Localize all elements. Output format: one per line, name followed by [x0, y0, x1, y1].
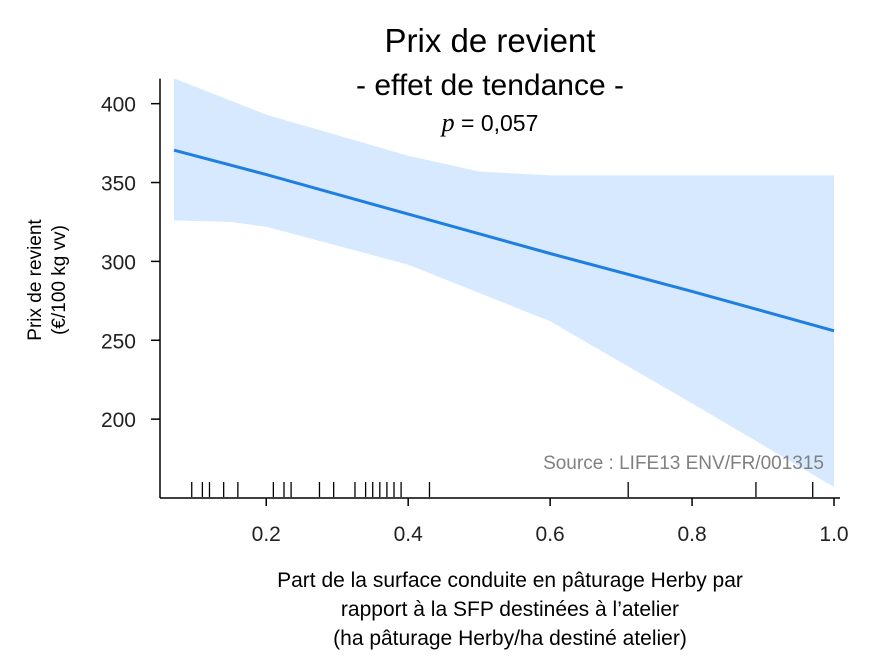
y-tick-label: 250 — [101, 330, 136, 353]
source-annotation: Source : LIFE13 ENV/FR/001315 — [543, 453, 824, 474]
rug-marks — [191, 482, 814, 497]
x-tick-label: 0.6 — [536, 523, 565, 546]
x-tick-label: 1.0 — [819, 523, 848, 546]
x-axis-label-line-1: Part de la surface conduite en pâturage … — [277, 569, 743, 592]
y-tick-label: 200 — [101, 409, 136, 432]
x-tick-label: 0.4 — [394, 523, 424, 546]
p-value-text: = 0,057 — [454, 110, 539, 136]
y-axis-ticks: 200 250 300 350 400 — [101, 94, 160, 432]
x-axis-label: Part de la surface conduite en pâturage … — [200, 566, 820, 653]
x-axis-label-line-2: rapport à la SFP destinées à l’atelier — [340, 598, 680, 621]
chart-subtitle: - effet de tendance - — [356, 69, 624, 102]
x-tick-label: 0.8 — [677, 523, 706, 546]
x-axis-ticks: 0.2 0.4 0.6 0.8 1.0 — [252, 498, 849, 546]
chart-title-block: Prix de revient - effet de tendance - p … — [280, 18, 700, 138]
y-tick-label: 350 — [101, 173, 136, 196]
p-symbol: p — [441, 108, 455, 137]
y-tick-label: 300 — [101, 251, 136, 274]
confidence-band — [174, 78, 834, 488]
chart-title: Prix de revient — [384, 22, 596, 59]
trend-line — [173, 148, 835, 333]
p-value: p = 0,057 — [280, 108, 700, 138]
x-axis-label-line-3: (ha pâturage Herby/ha destiné atelier) — [333, 627, 687, 650]
x-tick-label: 0.2 — [252, 523, 281, 546]
y-tick-label: 400 — [101, 94, 136, 117]
